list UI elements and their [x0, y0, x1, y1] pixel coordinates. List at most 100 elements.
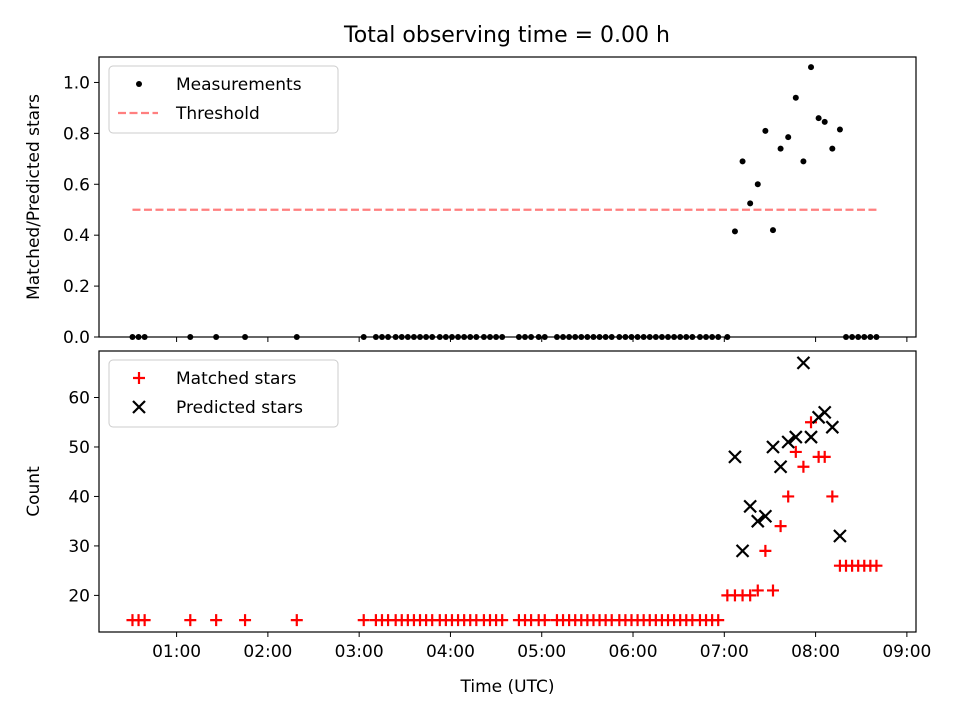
data-point [677, 334, 684, 340]
data-point [867, 334, 874, 340]
data-point [825, 420, 840, 434]
data-point [538, 614, 551, 627]
data-point [715, 334, 722, 340]
data-point [689, 334, 696, 340]
data-point [818, 450, 831, 463]
data-point [703, 334, 710, 340]
data-point [751, 584, 764, 597]
data-point [138, 614, 151, 627]
data-point [861, 334, 868, 340]
legend: Measurements Threshold [108, 65, 339, 134]
legend-label: Matched stars [176, 369, 296, 389]
data-point [781, 435, 795, 449]
x-axis-label: Time (UTC) [460, 677, 555, 697]
data-point [750, 514, 765, 528]
data-point [602, 334, 609, 340]
data-point [423, 334, 430, 340]
data-point [467, 334, 474, 340]
data-point [448, 334, 455, 340]
data-point [870, 559, 883, 572]
data-point [410, 334, 417, 340]
data-point [578, 334, 585, 340]
data-point [773, 459, 788, 474]
y-axis-label: Matched/Predicted stars [24, 94, 44, 300]
y-tick-label: 0.6 [63, 175, 90, 195]
data-point [590, 334, 597, 340]
legend-label: Threshold [175, 104, 260, 124]
data-point [541, 334, 548, 340]
data-point [210, 614, 223, 627]
data-point [553, 334, 560, 340]
top-panel: 0.0 0.2 0.4 0.6 0.8 1.0 Matched/Predicted star… [24, 56, 917, 348]
data-point [596, 334, 603, 340]
data-point [744, 589, 757, 602]
data-point [429, 334, 436, 340]
y-tick-label: 60 [68, 389, 90, 409]
data-point [855, 334, 862, 340]
data-point [731, 228, 738, 235]
data-point [792, 94, 799, 101]
data-point [640, 334, 647, 340]
data-point [782, 490, 795, 503]
y-axis-label: Count [24, 466, 44, 517]
data-point [487, 334, 494, 340]
x-tick-label: 05:00 [517, 642, 566, 662]
data-point [849, 334, 856, 340]
x-tick-label: 08:00 [791, 642, 840, 662]
data-point [392, 334, 399, 340]
data-point [634, 334, 641, 340]
data-point [671, 334, 678, 340]
y-tick-label: 0.0 [63, 328, 90, 348]
data-point [290, 614, 303, 627]
legend-marker-plus [133, 372, 145, 384]
data-point [417, 334, 424, 340]
data-point [826, 490, 839, 503]
data-point [724, 334, 731, 340]
y-tick-label: 20 [68, 586, 90, 606]
data-point [608, 334, 615, 340]
legend-marker-x [132, 400, 146, 414]
legend: Matched stars Predicted stars [108, 359, 339, 428]
data-point [461, 334, 468, 340]
x-tick-label: 07:00 [700, 642, 749, 662]
data-point [535, 334, 542, 340]
x-tick-label: 03:00 [335, 642, 384, 662]
axes-frame [98, 350, 917, 633]
figure-title: Total observing time = 0.00 h [343, 23, 670, 48]
data-point [560, 334, 567, 340]
data-point [743, 499, 757, 514]
legend-label: Measurements [176, 75, 302, 95]
data-point [762, 127, 769, 134]
legend-label: Predicted stars [176, 398, 303, 418]
y-tick-label: 1.0 [63, 73, 90, 93]
data-point [184, 614, 197, 627]
data-point [646, 334, 653, 340]
data-point [496, 614, 509, 627]
data-point [774, 520, 787, 533]
data-point [357, 614, 370, 627]
data-point [696, 334, 703, 340]
data-point [829, 145, 836, 152]
data-point [213, 334, 220, 340]
y-tick-label: 0.8 [63, 124, 90, 144]
data-point [293, 334, 300, 340]
data-point [455, 334, 462, 340]
x-tick-label: 04:00 [426, 642, 475, 662]
data-point [584, 334, 591, 340]
data-point [796, 356, 811, 370]
data-point [800, 158, 807, 165]
data-point [769, 227, 776, 234]
data-point [766, 440, 780, 454]
data-point [758, 509, 773, 524]
data-point [398, 334, 405, 340]
data-point [797, 460, 810, 473]
legend-marker-dot [136, 81, 142, 87]
data-point [521, 334, 528, 340]
data-point [528, 334, 535, 340]
x-tick-label: 01:00 [152, 642, 201, 662]
data-point [378, 334, 385, 340]
y-tick-label: 30 [68, 537, 90, 557]
data-point [785, 134, 792, 141]
data-point [789, 445, 802, 458]
